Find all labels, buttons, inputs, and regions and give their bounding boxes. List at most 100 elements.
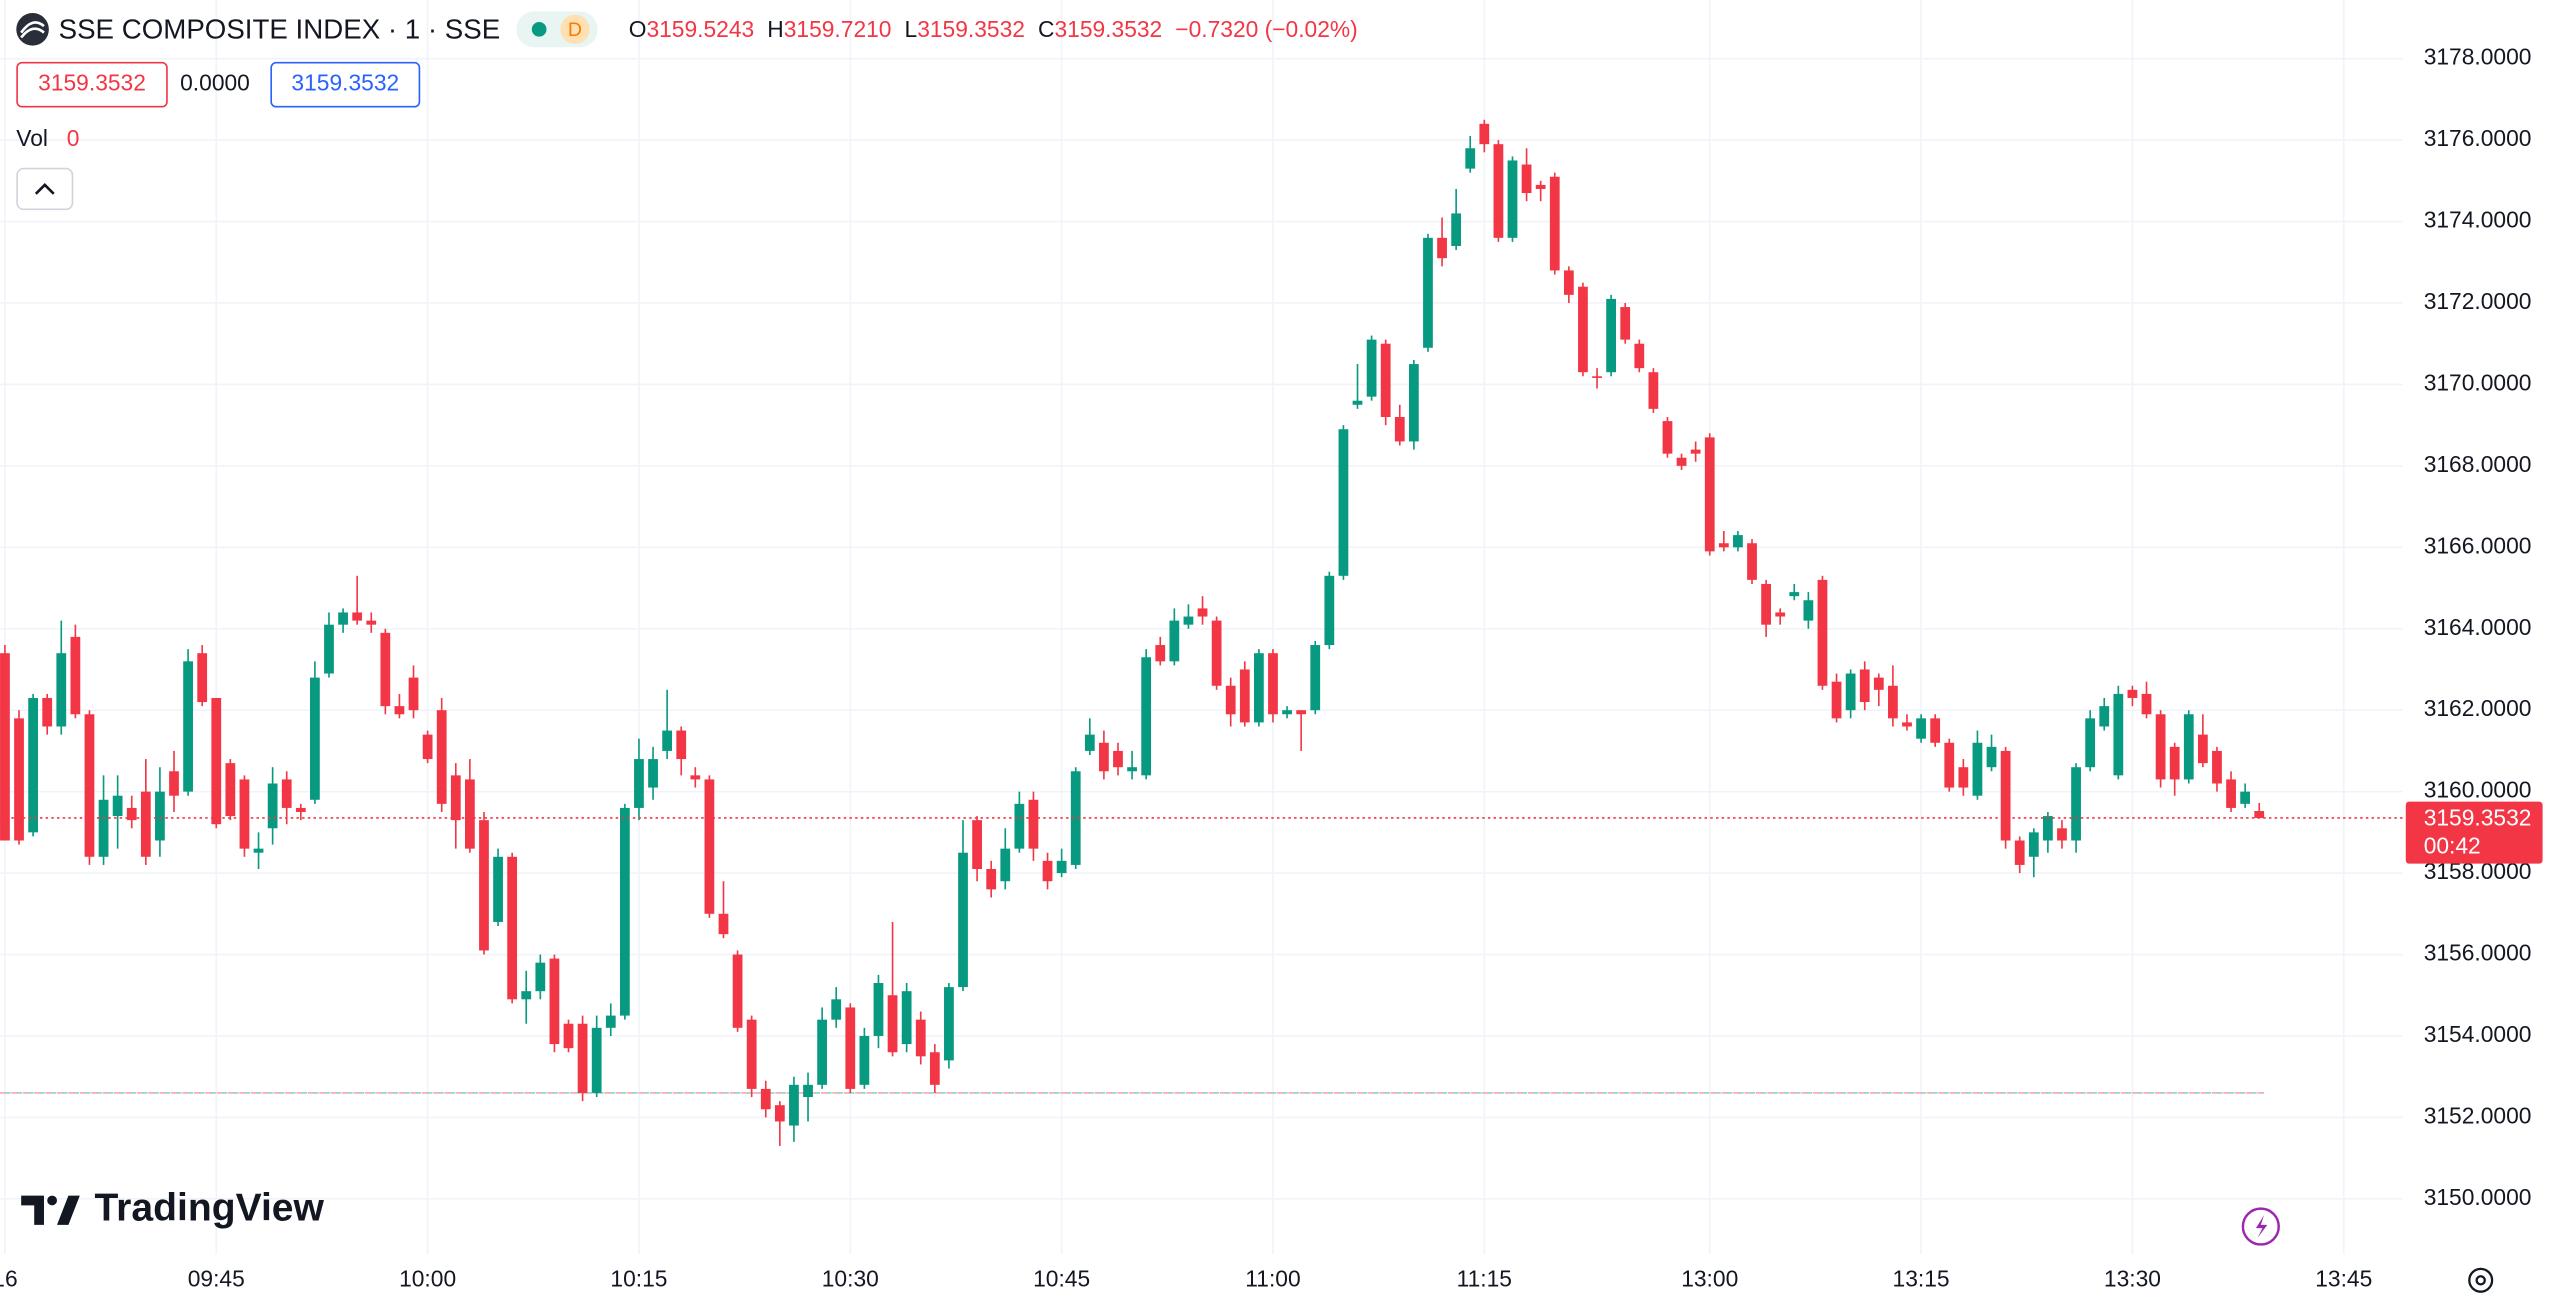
plot-area <box>0 0 2403 1255</box>
y-tick-label: 3166.0000 <box>2424 532 2532 558</box>
x-tick-label: 11:15 <box>1457 1265 1512 1291</box>
candle-body <box>2197 734 2208 764</box>
candle-body <box>944 987 954 1061</box>
candle-body <box>1592 376 1602 378</box>
candle-body <box>1225 685 1236 715</box>
candle-body <box>2141 693 2152 715</box>
candle-body <box>1282 710 1292 715</box>
candle-body <box>1338 429 1349 576</box>
candle-body <box>2057 828 2067 841</box>
candle-body <box>2212 750 2222 784</box>
candle-body <box>746 1019 757 1089</box>
settings-icon[interactable] <box>2468 1267 2494 1293</box>
realtime-icon-ring[interactable] <box>2241 1207 2280 1246</box>
candle-body <box>366 620 377 625</box>
y-tick-label: 3150.0000 <box>2424 1184 2532 1210</box>
spread: 0.0000 <box>180 70 250 96</box>
candle-body <box>1761 583 1771 625</box>
candle-body <box>1155 645 1166 662</box>
candle-body <box>408 677 419 711</box>
candle-body <box>1014 803 1025 849</box>
candle-body <box>450 775 461 821</box>
x-tick-label: 10:30 <box>822 1265 879 1291</box>
candle-body <box>1296 710 1307 715</box>
candle-body <box>1676 457 1687 466</box>
candle-body <box>1408 364 1419 442</box>
candle-body <box>563 1023 574 1049</box>
buy-price[interactable]: 3159.3532 <box>291 70 399 96</box>
candle-body <box>2226 779 2236 808</box>
candle-body <box>803 1084 813 1098</box>
candle-body <box>1465 148 1476 169</box>
candle-body <box>1141 657 1152 776</box>
candle-body <box>2254 811 2265 818</box>
candle-body <box>1789 592 1800 597</box>
candle-body <box>1831 681 1842 719</box>
y-tick-label: 3178.0000 <box>2424 44 2532 70</box>
x-tick-label: 10:15 <box>610 1265 667 1291</box>
y-tick-label: 3164.0000 <box>2424 614 2532 640</box>
candle-body <box>1775 612 1786 617</box>
candle-body <box>1944 742 1955 788</box>
candle-body <box>1845 673 1856 711</box>
interval-badge-label: D <box>568 19 582 41</box>
candle-body <box>1324 575 1335 646</box>
collapse-button-frame[interactable] <box>16 167 74 211</box>
open-value: 3159.5243 <box>646 16 754 42</box>
candle-body <box>225 763 236 817</box>
price-axis-panel <box>2402 0 2554 1308</box>
candle-body <box>1733 535 1743 548</box>
candle-body <box>2099 706 2110 727</box>
candle-body <box>479 820 489 951</box>
buy-box[interactable] <box>270 61 421 108</box>
candle-body <box>126 807 137 821</box>
candle-body <box>28 697 38 833</box>
candle-body <box>2113 693 2124 776</box>
candle-body <box>1056 860 1067 874</box>
ohlc-legend: O3159.5243 H3159.7210 L3159.3532 C3159.3532… <box>629 16 1358 42</box>
candle-body <box>2240 791 2251 804</box>
candle-body <box>380 632 391 707</box>
candle-body <box>1704 437 1715 552</box>
low-value: 3159.3532 <box>917 16 1025 42</box>
candle-body <box>1620 307 1631 340</box>
sell-box[interactable] <box>16 61 168 108</box>
candle-body <box>662 730 673 751</box>
high-value: 3159.7210 <box>784 16 892 42</box>
candle-body <box>1648 372 1659 409</box>
change-value: −0.7320 (−0.02%) <box>1175 16 1358 42</box>
candle-body <box>774 1105 785 1122</box>
last-price-label: 3159.3532 <box>2424 805 2532 831</box>
candle-body <box>1479 123 1490 145</box>
candle-body <box>634 759 644 808</box>
candle-body <box>1493 144 1504 238</box>
candle-body <box>1859 669 1870 703</box>
candle-body <box>535 962 546 992</box>
candle-body <box>1268 653 1278 715</box>
candle-body <box>873 983 884 1036</box>
candle-body <box>324 624 334 674</box>
candle-body <box>1958 767 1969 788</box>
candle-body <box>2155 714 2166 780</box>
candle-body <box>887 995 898 1053</box>
candle-body <box>394 706 405 715</box>
realtime-icon[interactable] <box>2241 1207 2280 1246</box>
candle-body <box>507 856 518 1000</box>
candle-body <box>1718 543 1729 548</box>
candle-body <box>972 820 982 870</box>
countdown-label: 00:42 <box>2424 832 2481 858</box>
candle-body <box>1211 620 1222 686</box>
collapse-button[interactable] <box>16 167 74 211</box>
candle-body <box>1253 653 1264 723</box>
x-tick-label: 11:00 <box>1245 1265 1300 1291</box>
candle-body <box>338 612 348 625</box>
symbol-title[interactable]: SSE COMPOSITE INDEX · 1 · SSE <box>59 13 501 44</box>
sell-price[interactable]: 3159.3532 <box>38 70 146 96</box>
axes: 3150.00003152.00003154.00003156.00003158… <box>0 44 2543 1291</box>
candle-body <box>1916 718 1926 739</box>
y-tick-label: 3172.0000 <box>2424 288 2532 314</box>
settings-button[interactable] <box>2468 1267 2494 1293</box>
y-tick-label: 3168.0000 <box>2424 451 2532 477</box>
candle-body <box>1690 449 1701 454</box>
